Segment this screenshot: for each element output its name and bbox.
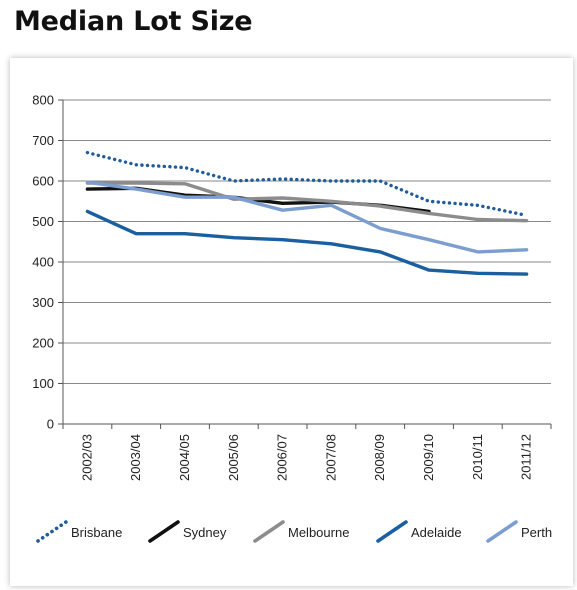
y-tick-label: 500 bbox=[32, 214, 54, 229]
series-lines bbox=[85, 150, 529, 276]
x-tick-label: 2003/04 bbox=[128, 434, 143, 481]
legend-label-perth: Perth bbox=[521, 525, 552, 540]
x-tick-label: 2002/03 bbox=[79, 434, 94, 481]
legend-swatch-melbourne bbox=[253, 520, 285, 543]
legend-swatch-perth bbox=[486, 520, 518, 543]
y-tick-label: 600 bbox=[32, 174, 54, 189]
series-line-brisbane bbox=[85, 150, 529, 218]
legend-swatch-sydney bbox=[148, 520, 180, 543]
x-tick-label: 2010/11 bbox=[470, 434, 485, 480]
legend-label-adelaide: Adelaide bbox=[411, 525, 462, 540]
legend-swatch-brisbane bbox=[36, 520, 68, 543]
x-tick-label: 2005/06 bbox=[226, 434, 241, 481]
x-tick-label: 2004/05 bbox=[177, 434, 192, 481]
axes: 0 100 200 300 400 500 600 700 800 2002/03 2003/04 2… bbox=[32, 93, 552, 481]
y-tick-label: 200 bbox=[32, 336, 54, 351]
legend-label-melbourne: Melbourne bbox=[288, 525, 349, 540]
x-tick-label: 2006/07 bbox=[275, 434, 290, 481]
y-tick-label: 800 bbox=[32, 93, 54, 108]
legend: Brisbane Sydney Melbourne Adelaide Perth bbox=[36, 520, 552, 543]
y-tick-label: 700 bbox=[32, 133, 54, 148]
x-tick-label: 2011/12 bbox=[519, 434, 534, 480]
y-tick-label: 100 bbox=[32, 376, 54, 391]
chart-title: Median Lot Size bbox=[14, 6, 253, 37]
series-line-perth bbox=[85, 180, 529, 254]
x-tick-label: 2008/09 bbox=[372, 434, 387, 481]
gridlines bbox=[63, 99, 551, 425]
y-tick-label: 400 bbox=[32, 255, 54, 270]
chart-panel bbox=[10, 58, 573, 586]
y-tick-label: 0 bbox=[47, 417, 54, 432]
x-tick-label: 2007/08 bbox=[323, 434, 338, 481]
legend-swatch-adelaide bbox=[376, 520, 408, 543]
legend-label-brisbane: Brisbane bbox=[71, 525, 122, 540]
x-tick-label: 2009/10 bbox=[421, 434, 436, 481]
series-line-melbourne bbox=[85, 181, 529, 223]
series-line-adelaide bbox=[85, 209, 529, 276]
legend-label-sydney: Sydney bbox=[183, 525, 227, 540]
y-tick-label: 300 bbox=[32, 295, 54, 310]
